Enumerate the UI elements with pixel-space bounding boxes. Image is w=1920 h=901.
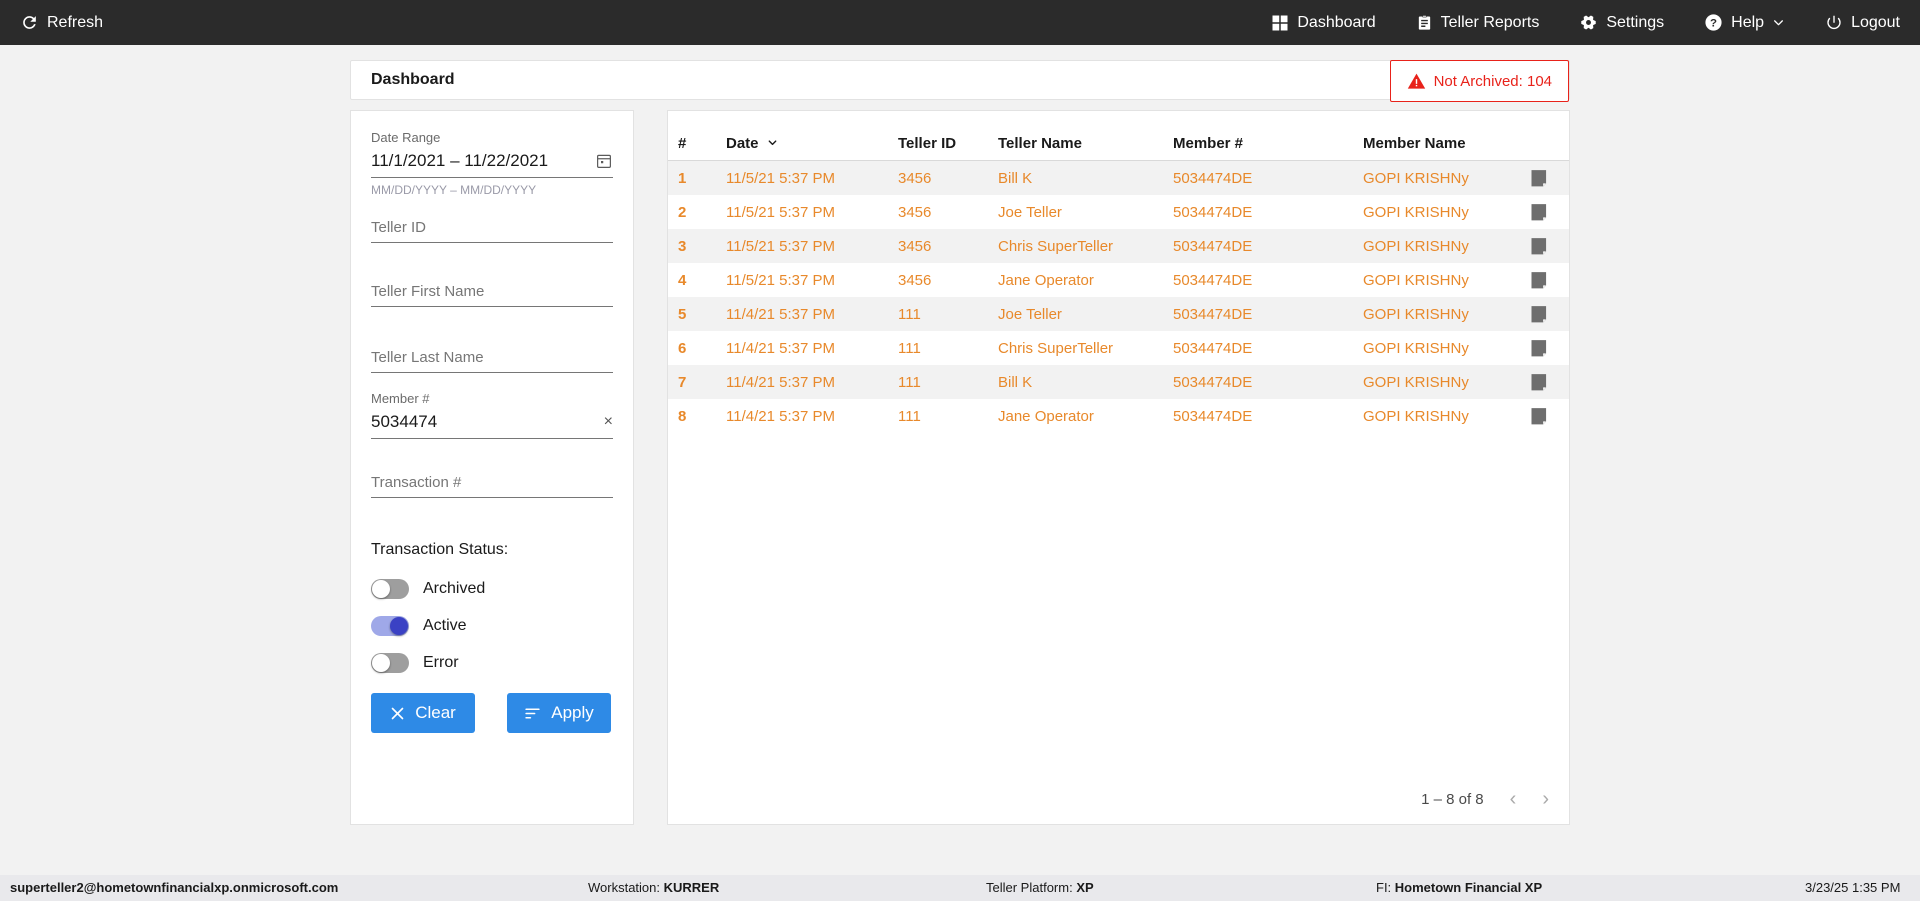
svg-text:?: ? xyxy=(1710,18,1717,30)
